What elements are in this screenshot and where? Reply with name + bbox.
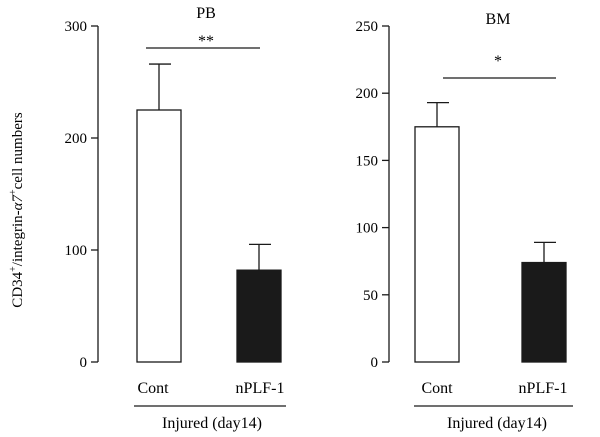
y-tick-label: 0 bbox=[80, 355, 88, 371]
y-tick-label: 0 bbox=[371, 355, 379, 371]
x-tick-label-cont: Cont bbox=[137, 380, 169, 397]
significance-label: * bbox=[494, 53, 502, 70]
y-tick-label: 150 bbox=[356, 153, 379, 169]
x-tick-label-cont: Cont bbox=[421, 380, 453, 397]
panel-pb: PB ** Cont nPLF-1 Injured (day14) 0 100 20… bbox=[65, 5, 286, 432]
y-tick-label: 200 bbox=[65, 131, 88, 147]
y-tick-label: 50 bbox=[363, 288, 378, 304]
group-label: Injured (day14) bbox=[162, 415, 262, 432]
y-tick-label: 300 bbox=[65, 19, 88, 35]
y-tick-label: 100 bbox=[65, 243, 88, 259]
bar-nplf1 bbox=[236, 269, 282, 363]
y-tick-label: 100 bbox=[356, 221, 379, 237]
y-axis-label: CD34+/integrin-α7+cell numbers bbox=[8, 112, 26, 308]
group-label: Injured (day14) bbox=[447, 415, 547, 432]
x-tick-label-nplf1: nPLF-1 bbox=[519, 380, 568, 397]
x-tick-label-nplf1: nPLF-1 bbox=[236, 380, 285, 397]
bar-cont bbox=[414, 126, 460, 363]
panel-title: BM bbox=[486, 11, 511, 28]
y-tick-label: 200 bbox=[356, 86, 379, 102]
bar-nplf1 bbox=[521, 261, 567, 363]
panel-title: PB bbox=[196, 5, 216, 22]
y-tick-label: 250 bbox=[356, 19, 379, 35]
panel-bm: BM * Cont nPLF-1 Injured (day14) 0 50 100 1… bbox=[356, 11, 573, 432]
significance-label: ** bbox=[198, 33, 214, 50]
bar-cont bbox=[136, 109, 182, 363]
